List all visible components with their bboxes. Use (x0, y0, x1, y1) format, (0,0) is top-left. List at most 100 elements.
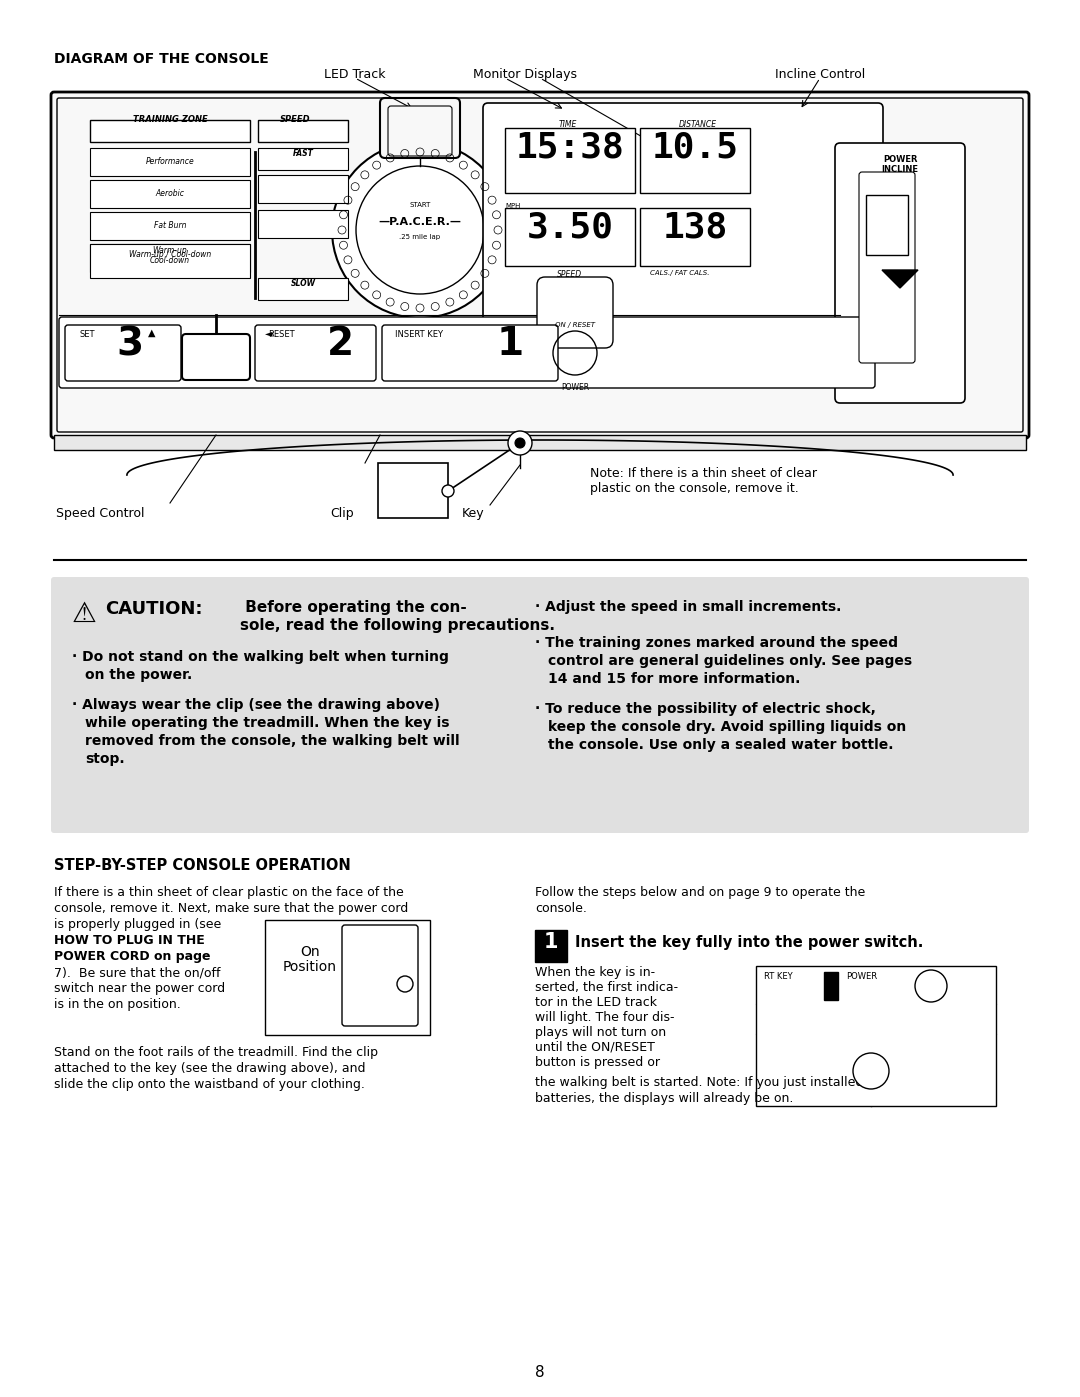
Text: is properly plugged in (see: is properly plugged in (see (54, 918, 221, 930)
Bar (505, 208, 635, 265)
Bar (258, 148, 348, 170)
Text: stop.: stop. (85, 752, 124, 766)
FancyBboxPatch shape (183, 334, 249, 380)
Text: FAST: FAST (293, 149, 313, 158)
Text: STEP-BY-STEP CONSOLE OPERATION: STEP-BY-STEP CONSOLE OPERATION (54, 858, 351, 873)
Text: HOW TO PLUG IN THE: HOW TO PLUG IN THE (54, 935, 205, 947)
Text: 2: 2 (326, 326, 353, 363)
Text: 14 and 15 for more information.: 14 and 15 for more information. (548, 672, 800, 686)
Text: Fat Burn: Fat Burn (153, 221, 186, 231)
Circle shape (515, 439, 525, 448)
Text: 8: 8 (536, 1365, 544, 1380)
Text: Speed Control: Speed Control (56, 507, 145, 520)
Text: MPH: MPH (505, 203, 521, 210)
Text: plays will not turn on: plays will not turn on (535, 1025, 666, 1039)
Bar (258, 120, 348, 142)
Text: Clip: Clip (330, 507, 353, 520)
Text: POWER: POWER (561, 383, 589, 393)
Bar (90, 120, 249, 142)
Text: 1: 1 (497, 326, 524, 363)
Text: TIME: TIME (558, 120, 577, 129)
Text: Stand on the foot rails of the treadmill. Find the clip: Stand on the foot rails of the treadmill… (54, 1046, 378, 1059)
Text: is in the on position.: is in the on position. (54, 997, 180, 1011)
Bar (640, 129, 750, 193)
FancyBboxPatch shape (835, 142, 966, 402)
Text: 138: 138 (662, 210, 728, 244)
Text: DIAGRAM OF THE CONSOLE: DIAGRAM OF THE CONSOLE (54, 52, 269, 66)
Bar (866, 196, 908, 256)
Text: START: START (409, 203, 431, 208)
Bar (378, 462, 448, 518)
FancyBboxPatch shape (255, 326, 376, 381)
Text: sole, read the following precautions.: sole, read the following precautions. (240, 617, 555, 633)
Text: INSERT KEY: INSERT KEY (395, 330, 443, 339)
Text: LED Track: LED Track (324, 68, 386, 81)
Bar (90, 244, 249, 272)
Circle shape (853, 1053, 889, 1090)
Text: CALS./ FAT CALS.: CALS./ FAT CALS. (650, 270, 710, 277)
Text: ◄: ◄ (265, 328, 272, 338)
Text: POWER CORD on page: POWER CORD on page (54, 950, 211, 963)
Text: Performance: Performance (146, 156, 194, 166)
Text: the walking belt is started. Note: If you just installed: the walking belt is started. Note: If yo… (535, 1076, 863, 1090)
FancyBboxPatch shape (342, 925, 418, 1025)
Text: SET: SET (80, 330, 95, 339)
Bar (90, 180, 249, 208)
Bar (258, 278, 348, 300)
Text: Incline Control: Incline Control (774, 68, 865, 81)
FancyBboxPatch shape (382, 326, 558, 381)
Text: · To reduce the possibility of electric shock,: · To reduce the possibility of electric … (535, 703, 876, 717)
Text: on the power.: on the power. (85, 668, 192, 682)
Text: SPEED: SPEED (557, 270, 582, 279)
Text: until the ON/RESET: until the ON/RESET (535, 1041, 654, 1053)
FancyBboxPatch shape (51, 92, 1029, 439)
Text: SLOW: SLOW (291, 279, 315, 288)
Bar (90, 148, 249, 176)
Circle shape (508, 432, 532, 455)
Bar (505, 129, 635, 193)
Bar (258, 210, 348, 237)
Text: POWER
INCLINE: POWER INCLINE (881, 155, 918, 175)
Text: 3.50: 3.50 (527, 210, 613, 244)
Text: console, remove it. Next, make sure that the power cord: console, remove it. Next, make sure that… (54, 902, 408, 915)
FancyBboxPatch shape (859, 172, 915, 363)
Text: Note: If there is a thin sheet of clear
plastic on the console, remove it.: Note: If there is a thin sheet of clear … (590, 467, 816, 495)
FancyBboxPatch shape (65, 326, 181, 381)
Text: · Always wear the clip (see the drawing above): · Always wear the clip (see the drawing … (72, 698, 440, 712)
Text: CAUTION:: CAUTION: (105, 599, 203, 617)
Bar (265, 921, 430, 1035)
FancyBboxPatch shape (537, 277, 613, 348)
Text: 7).  Be sure that the on/off: 7). Be sure that the on/off (54, 965, 220, 979)
Text: If there is a thin sheet of clear plastic on the face of the: If there is a thin sheet of clear plasti… (54, 886, 404, 900)
Text: POWER: POWER (846, 972, 877, 981)
Text: ▲: ▲ (148, 328, 156, 338)
Bar (640, 208, 750, 265)
Text: attached to the key (see the drawing above), and: attached to the key (see the drawing abo… (54, 1062, 365, 1076)
Text: TRAINING ZONE: TRAINING ZONE (133, 115, 207, 124)
Text: · The training zones marked around the speed: · The training zones marked around the s… (535, 636, 897, 650)
Text: 1: 1 (543, 932, 558, 951)
Text: Before operating the con-: Before operating the con- (240, 599, 467, 615)
Text: switch near the power cord: switch near the power cord (54, 982, 225, 995)
Bar (90, 244, 249, 278)
Polygon shape (882, 270, 918, 288)
Text: Monitor Displays: Monitor Displays (473, 68, 577, 81)
Text: slide the clip onto the waistband of your clothing.: slide the clip onto the waistband of you… (54, 1078, 365, 1091)
Circle shape (915, 970, 947, 1002)
Text: Key: Key (462, 507, 485, 520)
Text: button is pressed or: button is pressed or (535, 1056, 660, 1069)
FancyBboxPatch shape (483, 103, 883, 344)
Text: batteries, the displays will already be on.: batteries, the displays will already be … (535, 1092, 794, 1105)
FancyBboxPatch shape (51, 577, 1029, 833)
Text: RT KEY: RT KEY (764, 972, 793, 981)
Text: Warm-up / Cool-down: Warm-up / Cool-down (129, 250, 211, 258)
Text: —P.A.C.E.R.—: —P.A.C.E.R.— (378, 217, 461, 226)
Text: Aerobic: Aerobic (156, 189, 185, 198)
Text: RESET: RESET (268, 330, 295, 339)
FancyBboxPatch shape (388, 106, 453, 156)
Text: On: On (300, 944, 320, 958)
Text: · Adjust the speed in small increments.: · Adjust the speed in small increments. (535, 599, 841, 615)
Text: · Do not stand on the walking belt when turning: · Do not stand on the walking belt when … (72, 650, 449, 664)
Bar (824, 972, 838, 1000)
FancyBboxPatch shape (59, 317, 875, 388)
